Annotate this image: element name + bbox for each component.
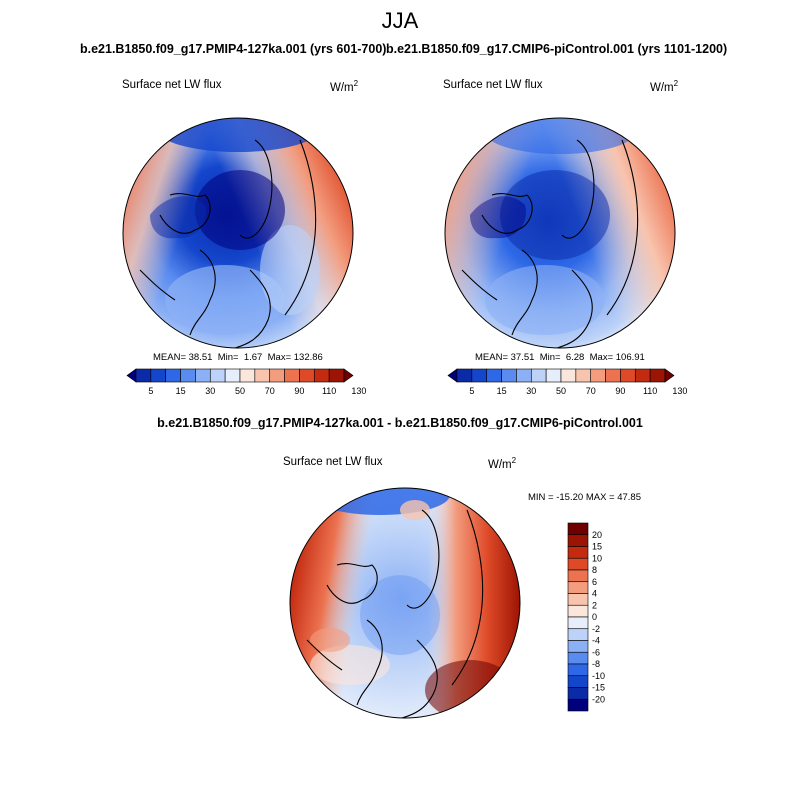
colorbar-swatch xyxy=(150,368,167,383)
colorbar-swatch xyxy=(567,546,589,559)
right-stats: MEAN= 37.51 Min= 6.28 Max= 106.91 xyxy=(475,352,645,363)
colorbar-swatch xyxy=(135,368,152,383)
colorbar-tick-label: 90 xyxy=(615,386,625,396)
colorbar-swatch xyxy=(567,675,589,688)
colorbar-tick-label: -20 xyxy=(592,694,605,704)
colorbar-swatch xyxy=(567,663,589,677)
colorbar-tick-label: 6 xyxy=(592,577,597,587)
colorbar-swatch xyxy=(343,368,354,383)
colorbar-swatch xyxy=(567,687,589,700)
diff-units: W/m2 xyxy=(488,456,517,471)
colorbar-tick-label: 110 xyxy=(322,386,336,396)
colorbar-swatch xyxy=(269,368,285,383)
colorbar-tick-label: 110 xyxy=(643,386,657,396)
colorbar-swatch xyxy=(516,368,532,383)
colorbar-swatch xyxy=(284,368,300,383)
colorbar-swatch xyxy=(299,368,315,383)
colorbar-swatch xyxy=(501,368,517,383)
colorbar-tick-label: -15 xyxy=(592,683,605,693)
left-units: W/m2 xyxy=(330,79,359,94)
colorbar-swatch xyxy=(634,368,651,383)
colorbar-swatch xyxy=(471,368,488,383)
colorbar-swatch xyxy=(567,569,589,583)
colorbar-tick-label: 70 xyxy=(586,386,596,396)
colorbar-swatch xyxy=(180,368,196,383)
colorbar-swatch xyxy=(254,368,271,383)
colorbar-swatch xyxy=(456,368,473,383)
colorbar-tick-label: 20 xyxy=(592,530,602,540)
right-colorbar: 5 15 30 50 70 90 110 130 xyxy=(447,368,687,396)
left-variable-name: Surface net LW flux xyxy=(122,79,222,91)
colorbar-swatch xyxy=(567,593,589,606)
colorbar-swatch xyxy=(590,368,606,383)
colorbar-swatch xyxy=(165,368,181,383)
colorbar-swatch xyxy=(545,368,562,383)
colorbar-swatch xyxy=(664,368,675,383)
right-polar-map xyxy=(444,117,676,349)
diff-title: b.e21.B1850.f09_g17.PMIP4-127ka.001 - b.… xyxy=(157,416,643,430)
colorbar-swatch xyxy=(567,581,589,594)
colorbar-tick-label: 8 xyxy=(592,565,597,575)
colorbar-swatch xyxy=(530,368,547,383)
left-polar-map xyxy=(122,117,354,349)
left-stats: MEAN= 38.51 Min= 1.67 Max= 132.86 xyxy=(153,352,323,363)
colorbar-swatch xyxy=(620,368,636,383)
colorbar-tick-label: 90 xyxy=(294,386,304,396)
colorbar-swatch xyxy=(224,368,241,383)
colorbar-tick-label: 0 xyxy=(592,612,597,622)
colorbar-swatch xyxy=(447,368,458,383)
right-case-title: b.e21.B1850.f09_g17.CMIP6-piControl.001 … xyxy=(386,42,728,56)
colorbar-swatch xyxy=(575,368,592,383)
colorbar-swatch xyxy=(209,368,226,383)
colorbar-swatch xyxy=(567,616,589,630)
colorbar-swatch xyxy=(567,604,589,618)
colorbar-swatch xyxy=(567,557,589,571)
colorbar-tick-label: -2 xyxy=(592,624,600,634)
colorbar-tick-label: 15 xyxy=(497,386,507,396)
colorbar-swatch xyxy=(649,368,666,383)
colorbar-swatch xyxy=(567,534,589,547)
left-case-title: b.e21.B1850.f09_g17.PMIP4-127ka.001 (yrs… xyxy=(80,42,387,56)
colorbar-tick-label: 4 xyxy=(592,589,597,599)
colorbar-tick-label: -6 xyxy=(592,647,600,657)
colorbar-tick-label: 10 xyxy=(592,553,602,563)
diff-variable-name: Surface net LW flux xyxy=(283,456,383,468)
colorbar-swatch xyxy=(313,368,330,383)
colorbar-swatch xyxy=(567,698,589,712)
colorbar-tick-label: -8 xyxy=(592,659,600,669)
diff-polar-map xyxy=(289,487,521,719)
colorbar-swatch xyxy=(486,368,502,383)
colorbar-swatch xyxy=(567,522,589,536)
colorbar-tick-label: 30 xyxy=(205,386,215,396)
colorbar-swatch xyxy=(605,368,621,383)
colorbar-tick-label: 15 xyxy=(592,542,602,552)
right-units: W/m2 xyxy=(650,79,679,94)
colorbar-swatch xyxy=(567,651,589,665)
season-title: JJA xyxy=(381,8,419,33)
colorbar-tick-label: 130 xyxy=(672,386,687,396)
colorbar-tick-label: -10 xyxy=(592,671,605,681)
colorbar-swatch xyxy=(567,640,589,653)
colorbar-tick-label: 50 xyxy=(556,386,566,396)
colorbar-swatch xyxy=(567,628,589,641)
left-colorbar: 5 15 30 50 70 90 110 130 xyxy=(126,368,366,396)
colorbar-swatch xyxy=(560,368,577,383)
colorbar-swatch xyxy=(239,368,256,383)
diff-minmax: MIN = -15.20 MAX = 47.85 xyxy=(528,492,642,503)
colorbar-tick-label: 50 xyxy=(235,386,245,396)
colorbar-tick-label: 15 xyxy=(176,386,186,396)
colorbar-tick-label: 5 xyxy=(148,386,153,396)
colorbar-tick-label: 2 xyxy=(592,600,597,610)
right-variable-name: Surface net LW flux xyxy=(443,79,543,91)
colorbar-tick-label: 5 xyxy=(469,386,474,396)
colorbar-tick-label: 30 xyxy=(526,386,536,396)
colorbar-swatch xyxy=(195,368,211,383)
colorbar-swatch xyxy=(328,368,345,383)
colorbar-tick-label: -4 xyxy=(592,636,600,646)
colorbar-tick-label: 130 xyxy=(351,386,366,396)
colorbar-swatch xyxy=(126,368,137,383)
colorbar-tick-label: 70 xyxy=(265,386,275,396)
